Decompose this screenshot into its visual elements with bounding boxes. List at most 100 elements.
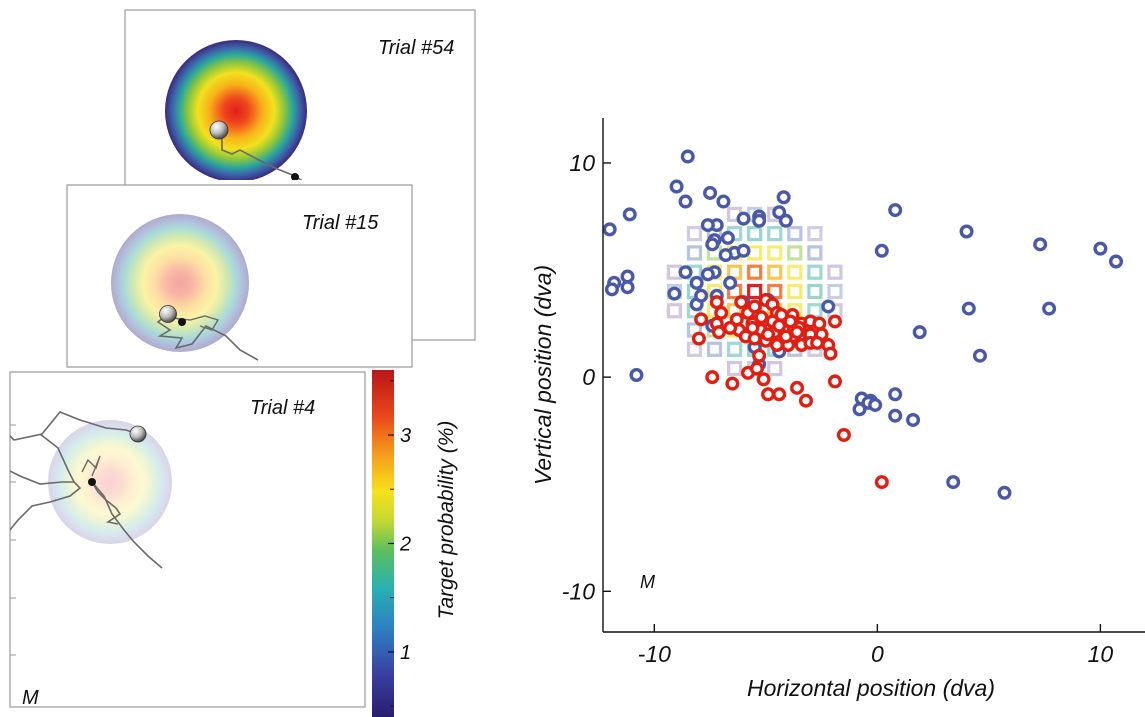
data-point [714, 305, 729, 320]
heat-cell [787, 264, 803, 280]
data-point [720, 230, 735, 245]
data-point [772, 205, 787, 220]
data-point [694, 312, 709, 327]
heat-cell [827, 264, 843, 280]
data-point [1033, 237, 1048, 252]
data-point [709, 295, 724, 310]
data-point [700, 267, 715, 282]
heat-cell [747, 226, 763, 242]
data-point [827, 374, 842, 389]
data-point [810, 335, 825, 350]
heat-cell [827, 283, 843, 300]
data-point [734, 295, 749, 310]
data-point [946, 475, 961, 490]
fixation-point [88, 478, 96, 486]
data-point [836, 427, 851, 442]
x-tick-label: 10 [1088, 641, 1114, 667]
data-point [756, 372, 771, 387]
data-point [888, 408, 903, 423]
eye-trajectory [91, 481, 122, 525]
eye-position-ball [159, 305, 177, 323]
data-point [1042, 301, 1057, 316]
colorbar-tick-label: 2 [399, 534, 411, 556]
trial-label: Trial #15 [302, 212, 379, 234]
data-point [888, 387, 903, 402]
x-tick-label: -10 [638, 641, 671, 667]
data-point [874, 475, 889, 490]
heat-cell [726, 360, 743, 377]
data-point [754, 310, 769, 325]
heat-cell [807, 226, 823, 242]
data-point [783, 314, 798, 329]
heat-cell [787, 283, 803, 300]
y-axis-label: Vertical position (dva) [530, 265, 556, 485]
heat-cell [706, 341, 723, 357]
data-point [972, 348, 987, 363]
target-probability-disc [111, 214, 249, 352]
trial-panel-15: Trial #15 [66, 184, 413, 368]
eye-trajectory [218, 129, 303, 180]
x-axis-label: Horizontal position (dva) [747, 675, 995, 701]
scatter-chart: -10 0 10 -10 0 10 Horizontal position (dva) V… [530, 118, 1145, 701]
data-point [778, 329, 793, 344]
fixation-point [291, 173, 299, 180]
data-point [776, 190, 791, 205]
data-point [812, 316, 827, 331]
panel-left-ticks [10, 424, 16, 656]
data-point [823, 346, 838, 361]
heat-cell [767, 283, 783, 300]
data-point [604, 282, 619, 297]
y-tick-label: 0 [582, 364, 595, 390]
heat-cell [686, 226, 703, 242]
colorbar-ticks: 1 2 3 [388, 380, 411, 707]
heat-cell [787, 245, 803, 261]
heat-cell [767, 360, 783, 377]
colorbar-gradient [372, 370, 394, 717]
colorbar-tick-label: 1 [400, 642, 411, 664]
data-point [749, 361, 764, 376]
x-tick-label: 0 [871, 641, 884, 667]
data-point [629, 368, 644, 383]
data-point [603, 222, 617, 237]
data-point [725, 376, 740, 391]
eye-position-ball [209, 120, 229, 140]
series-blue [603, 149, 1124, 500]
heat-cell [747, 264, 763, 280]
series-red [691, 293, 889, 490]
y-tick-label: -10 [562, 578, 595, 604]
data-point [888, 203, 903, 218]
eye-trajectory [10, 411, 139, 441]
data-point [723, 275, 738, 290]
data-point [620, 280, 635, 295]
heat-cell [686, 245, 703, 261]
data-point [694, 288, 709, 303]
heat-cell [747, 283, 763, 300]
data-point [769, 338, 784, 353]
heat-cell [666, 303, 682, 319]
eye-trajectory [10, 481, 82, 531]
data-point [906, 412, 921, 427]
heat-cell [787, 226, 803, 242]
data-point [874, 243, 889, 258]
data-point [678, 265, 693, 280]
monkey-label: M [640, 572, 655, 592]
heat-cell [726, 341, 743, 357]
y-tick-label: 10 [569, 150, 595, 176]
data-point [790, 325, 805, 340]
data-point [961, 301, 976, 316]
data-point [868, 397, 883, 412]
trial-panel-4: Trial #4 M [9, 371, 366, 709]
data-point [912, 325, 927, 340]
data-point [689, 275, 704, 290]
data-point [736, 243, 751, 258]
data-point [821, 299, 836, 314]
heat-cell [807, 245, 823, 261]
heat-cell [767, 245, 783, 261]
data-point [723, 320, 738, 335]
eye-trajectory [171, 315, 220, 331]
data-point [705, 237, 720, 252]
data-point [705, 370, 720, 385]
heat-cell [807, 264, 823, 280]
data-point [669, 179, 684, 194]
